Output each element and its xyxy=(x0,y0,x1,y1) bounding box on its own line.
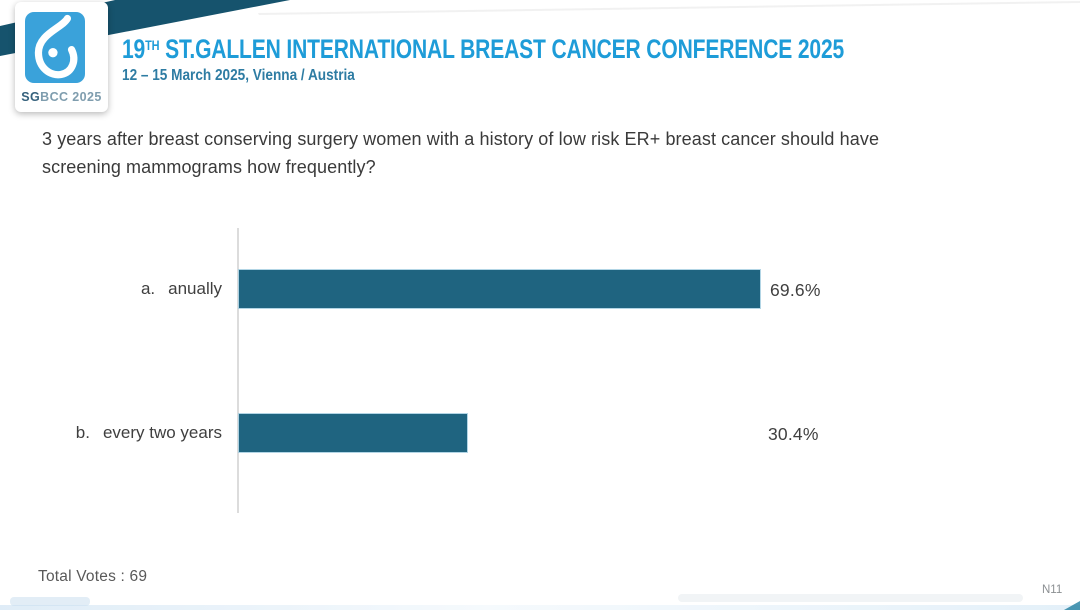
logo-acronym-sg: SG xyxy=(21,90,41,104)
option-a-label: a. anually xyxy=(0,270,222,308)
bottom-right-corner-accent xyxy=(1064,601,1080,610)
option-b-bar xyxy=(239,414,467,452)
footer-left-accent xyxy=(10,597,90,606)
conference-title-number: 19 xyxy=(122,34,146,64)
conference-date-location: 12 – 15 March 2025, Vienna / Austria xyxy=(122,67,355,84)
option-b-text: every two years xyxy=(102,423,222,442)
conference-title: 19TH ST.GALLEN INTERNATIONAL BREAST CANC… xyxy=(122,34,844,65)
footer-highlight-strip xyxy=(678,594,1023,602)
option-a-prefix: a. xyxy=(140,279,156,298)
conference-logo-card: SGBCC 2025 xyxy=(15,2,108,112)
bottom-gradient-strip xyxy=(0,605,1080,610)
breast-droplet-icon xyxy=(34,14,78,79)
chart-axis-line xyxy=(237,228,239,513)
option-b-percentage: 30.4% xyxy=(768,423,819,444)
logo-acronym-rest: BCC 2025 xyxy=(40,90,102,104)
logo-acronym: SGBCC 2025 xyxy=(15,90,108,104)
option-a-bar xyxy=(239,270,760,308)
slide-code: N11 xyxy=(1042,584,1063,596)
option-b-prefix: b. xyxy=(75,423,90,442)
option-a-text: anually xyxy=(168,279,222,298)
conference-title-text: ST.GALLEN INTERNATIONAL BREAST CANCER CO… xyxy=(165,34,845,64)
header-faint-diagonal-line xyxy=(258,1,1080,15)
poll-question: 3 years after breast conserving surgery … xyxy=(42,129,880,177)
total-votes: Total Votes : 69 xyxy=(38,568,148,585)
option-b-label: b. every two years xyxy=(0,414,222,452)
conference-title-ordinal: TH xyxy=(145,37,160,54)
option-a-percentage: 69.6% xyxy=(770,279,821,300)
sgbcc-logo xyxy=(25,12,85,83)
